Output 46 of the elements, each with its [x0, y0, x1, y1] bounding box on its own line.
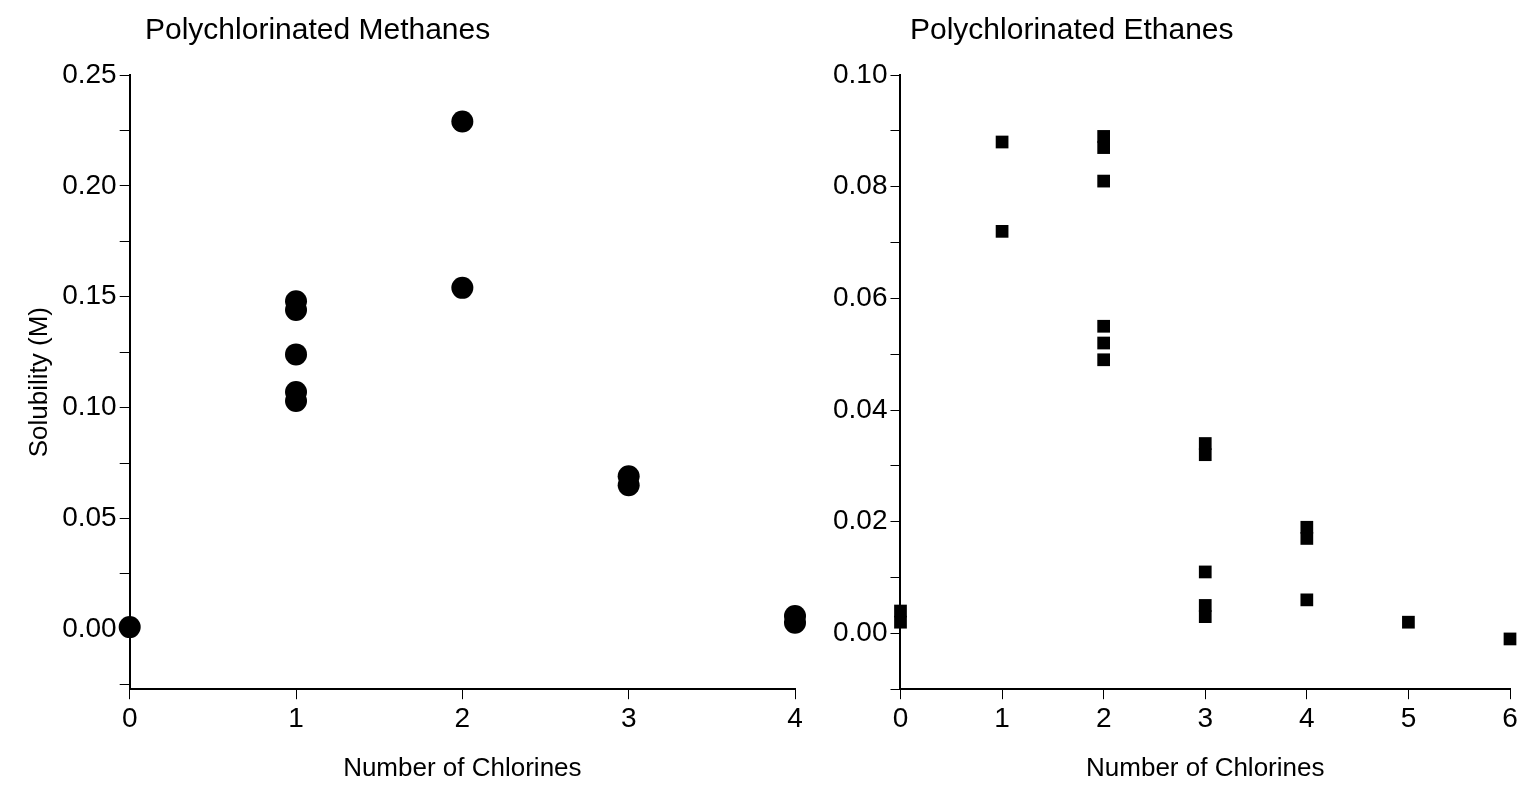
x-tick-label: 4: [1299, 701, 1315, 733]
x-tick-label: 0: [892, 701, 909, 733]
point: [1097, 174, 1111, 188]
y-axis-title: Solubility (M): [22, 306, 53, 458]
y-tick-label: 0.08: [833, 169, 888, 201]
y-tick-label: 0.00: [833, 616, 888, 648]
x-tick-label: 0: [121, 701, 138, 733]
y-tick-label: 0.15: [62, 279, 117, 311]
point: [451, 110, 474, 133]
chart-title: Polychlorinated Methanes: [145, 12, 491, 46]
point: [1097, 353, 1111, 367]
y-tick-label: 0.25: [62, 57, 117, 89]
point: [1300, 532, 1314, 545]
chart-title: Polychlorinated Ethanes: [910, 12, 1234, 46]
x-tick-label: 4: [787, 701, 803, 733]
y-tick-label: 0.10: [62, 390, 117, 422]
y-tick-label: 0.10: [833, 57, 888, 89]
y-tick-label: 0.20: [62, 168, 117, 200]
point: [995, 224, 1009, 238]
x-tick-label: 5: [1400, 701, 1417, 733]
y-tick-label: 0.06: [833, 281, 888, 313]
point: [118, 616, 141, 639]
x-axis-title: Number of Chlorines: [343, 751, 582, 782]
x-tick-label: 2: [1095, 701, 1112, 733]
x-axis-title: Number of Chlorines: [1086, 751, 1325, 782]
y-tick-label: 0.00: [62, 612, 117, 644]
point: [1097, 336, 1111, 350]
point: [1097, 141, 1111, 154]
y-tick-label: 0.04: [833, 392, 888, 424]
point: [1198, 448, 1212, 462]
point: [1402, 615, 1415, 629]
x-tick-label: 1: [288, 701, 304, 733]
x-tick-label: 3: [620, 701, 637, 733]
x-tick-label: 1: [994, 701, 1010, 733]
point: [1198, 610, 1212, 623]
point: [1198, 565, 1212, 579]
point: [894, 615, 907, 629]
point: [451, 276, 474, 299]
x-tick-label: 3: [1197, 701, 1214, 733]
y-tick-label: 0.02: [833, 504, 888, 536]
x-tick-label: 6: [1502, 701, 1518, 733]
point: [285, 343, 308, 366]
x-tick-label: 2: [454, 701, 471, 733]
y-tick-label: 0.05: [62, 501, 117, 533]
point: [1097, 319, 1111, 333]
point: [1300, 593, 1314, 607]
